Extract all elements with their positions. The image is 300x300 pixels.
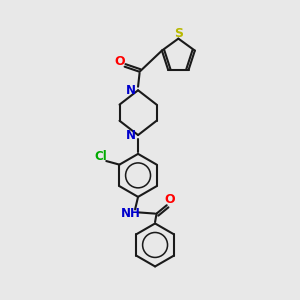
Text: NH: NH (121, 206, 140, 220)
Text: N: N (126, 84, 136, 97)
Text: Cl: Cl (94, 150, 107, 163)
Text: O: O (164, 193, 175, 206)
Text: S: S (174, 27, 183, 40)
Text: N: N (126, 129, 136, 142)
Text: O: O (114, 56, 125, 68)
